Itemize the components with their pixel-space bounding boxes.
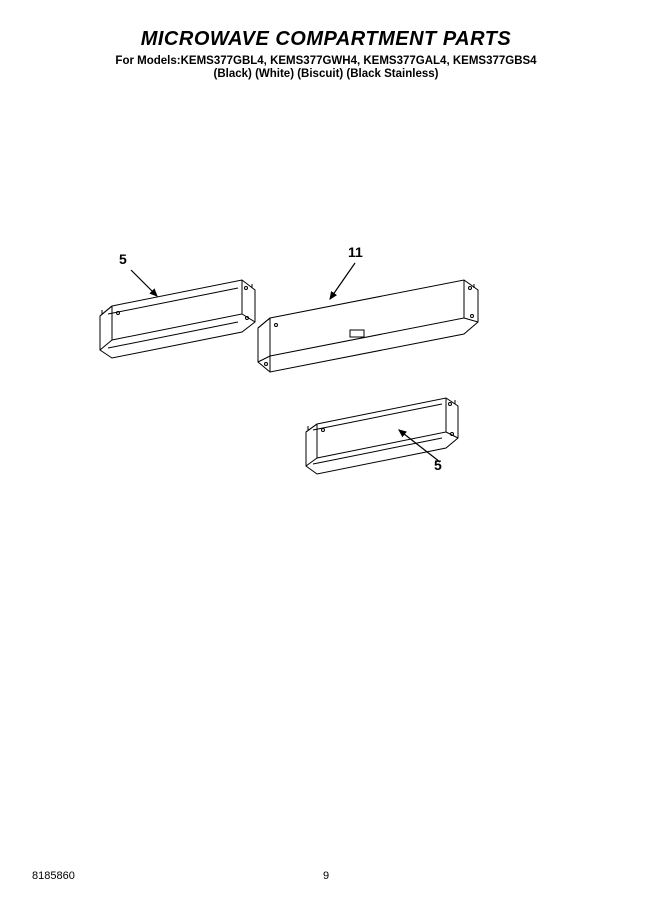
callout-label-5-top: 5 [119, 251, 127, 267]
callout-label-11: 11 [348, 244, 363, 260]
part-bracket-left [100, 280, 255, 358]
doc-number: 8185860 [32, 870, 75, 882]
callout-arrow [131, 270, 157, 296]
parts-diagram [0, 0, 652, 900]
callout-arrow [330, 263, 355, 299]
part-bracket-center [258, 280, 478, 372]
page-number: 9 [323, 870, 329, 882]
callout-label-5-bottom: 5 [434, 457, 442, 473]
